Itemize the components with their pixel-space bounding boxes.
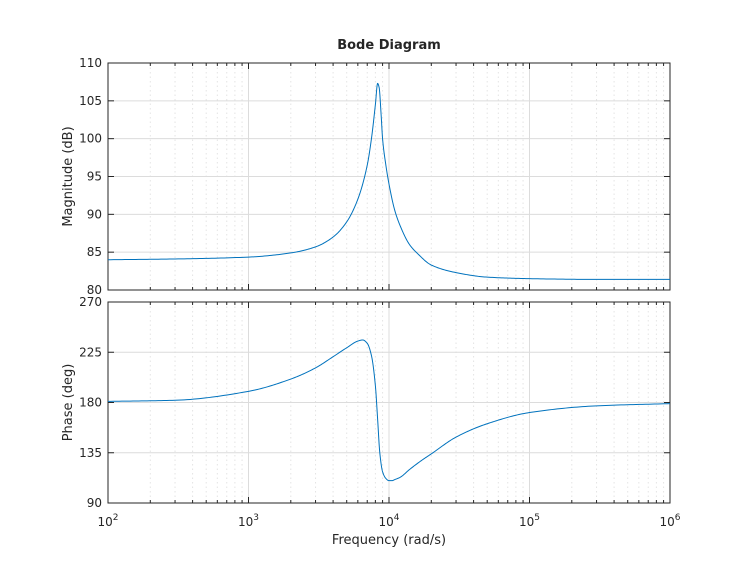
phase-ticks (107, 301, 671, 504)
frequency-tick-label: 102 (97, 513, 118, 529)
phase-axis-label: Phase (deg) (61, 364, 76, 442)
phase-panel: 90 135 180 225 270 Phase (deg) (61, 295, 671, 510)
magnitude-panel: 80 85 90 95 100 105 110 Magnitude (dB) (61, 56, 671, 297)
magnitude-y-tick-label: 85 (87, 245, 102, 259)
magnitude-y-tick-label: 110 (79, 56, 102, 70)
phase-y-tick-labels: 90 135 180 225 270 (79, 295, 102, 510)
magnitude-y-tick-label: 95 (87, 170, 102, 184)
phase-y-tick-label: 270 (79, 295, 102, 309)
chart-title: Bode Diagram (337, 38, 441, 53)
phase-y-tick-label: 90 (87, 496, 102, 510)
frequency-tick-label: 106 (659, 513, 680, 529)
magnitude-y-tick-label: 100 (79, 132, 102, 146)
frequency-tick-label: 103 (238, 513, 259, 529)
magnitude-series-line (107, 82, 670, 280)
phase-y-tick-label: 180 (79, 396, 102, 410)
magnitude-y-tick-label: 105 (79, 94, 102, 108)
frequency-tick-labels: 102 103 104 105 106 (97, 513, 680, 529)
frequency-tick-label: 104 (378, 513, 399, 529)
phase-y-tick-label: 135 (79, 446, 102, 460)
phase-series-line (107, 339, 671, 482)
frequency-axis-label: Frequency (rad/s) (332, 533, 446, 548)
magnitude-axis-label: Magnitude (dB) (61, 126, 76, 226)
magnitude-ticks (107, 62, 671, 291)
phase-y-tick-label: 225 (79, 345, 102, 359)
magnitude-y-tick-labels: 80 85 90 95 100 105 110 (79, 56, 102, 297)
magnitude-y-tick-label: 80 (87, 283, 102, 297)
frequency-tick-label: 105 (519, 513, 540, 529)
phase-grid (108, 302, 670, 503)
magnitude-grid (108, 63, 670, 290)
magnitude-y-tick-label: 90 (87, 207, 102, 221)
